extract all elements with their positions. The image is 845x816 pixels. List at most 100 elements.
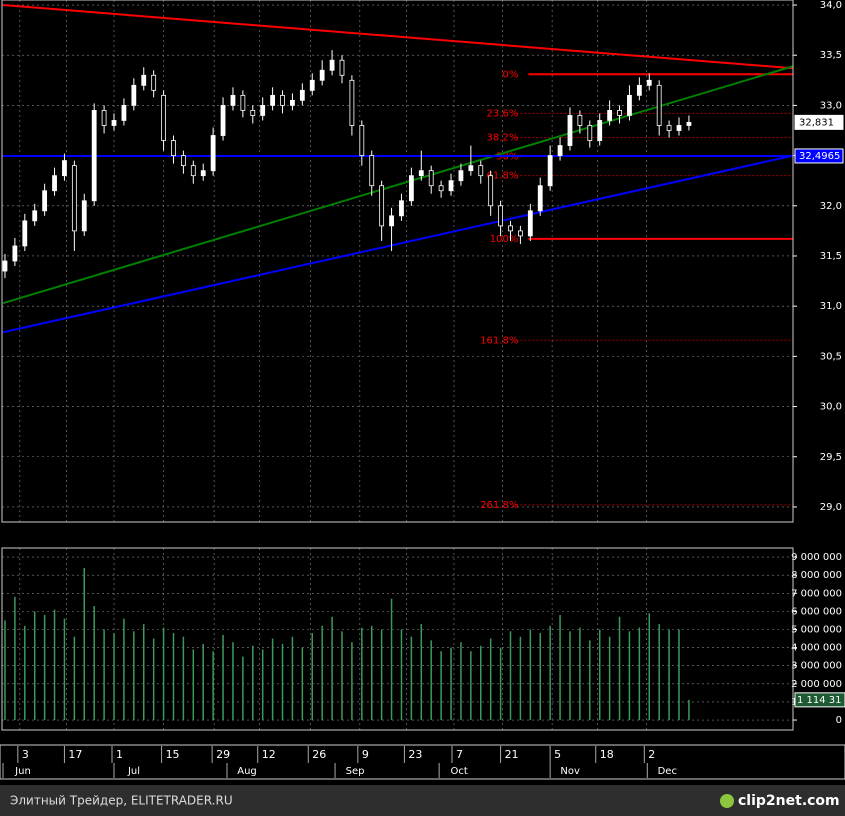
y-tick-label: 8 000 000 [791, 570, 842, 581]
candle-body [42, 190, 48, 212]
candle-body [131, 84, 137, 106]
volume-bar [212, 651, 214, 721]
candle-body [399, 200, 404, 217]
volume-bar [569, 631, 571, 721]
candle-body [180, 155, 186, 167]
candle-body [220, 105, 226, 136]
candle-body [547, 155, 553, 187]
price-marker [794, 114, 844, 130]
volume-bar [400, 629, 403, 721]
volume-bar [53, 609, 56, 721]
candle-body [468, 165, 474, 172]
volume-bar [341, 631, 343, 721]
volume-bar [470, 651, 472, 721]
candle-body [458, 170, 464, 182]
x-tick-label: 23 [408, 748, 422, 761]
volume-bar [420, 624, 423, 721]
candle-body [686, 121, 692, 126]
candle-body [537, 185, 543, 212]
y-tick-label: 34,0 [820, 0, 842, 11]
candle-body [577, 115, 583, 126]
volume-bar [4, 620, 6, 721]
candle-body [111, 120, 117, 126]
x-tick-label: 2 [648, 748, 655, 761]
volume-bar [380, 629, 383, 721]
fib-label: 61.8% [487, 171, 519, 182]
volume-bar [489, 638, 492, 721]
candle-body [299, 89, 305, 101]
candle-body [646, 79, 652, 86]
footer-bar [0, 785, 845, 816]
y-tick-label: 29,5 [820, 452, 842, 463]
volume-bar [648, 613, 651, 721]
candle-body [418, 170, 424, 177]
volume-bar [142, 624, 145, 721]
y-tick-label: 32,0 [820, 201, 842, 212]
candle-body [319, 69, 325, 81]
volume-bar [430, 640, 432, 721]
candle-body [280, 94, 285, 106]
candle-body [171, 140, 176, 156]
candle-body [518, 230, 523, 237]
candle-body [52, 175, 57, 192]
candle-body [359, 125, 365, 156]
candle-body [260, 105, 266, 116]
x-tick-label: 9 [362, 748, 369, 761]
trendline [2, 65, 794, 305]
candle-body [379, 185, 385, 227]
price-marker-label: 32,831 [799, 117, 834, 128]
volume-bar [509, 631, 512, 721]
y-tick-label: 6 000 000 [791, 606, 842, 617]
candle-body [527, 210, 533, 237]
y-tick-label: 4 000 000 [791, 643, 842, 654]
candle-body [656, 84, 662, 126]
logo-icon [720, 794, 734, 808]
volume-bar [480, 645, 482, 721]
volume-bar [519, 636, 522, 721]
candle-body [230, 94, 236, 106]
candle-body [389, 215, 394, 227]
volume-bar [43, 615, 46, 721]
volume-bar [113, 633, 115, 721]
x-tick-label: 3 [22, 748, 29, 761]
candle-body [101, 110, 107, 126]
y-tick-label: 5 000 000 [791, 624, 842, 635]
candle-body [121, 105, 127, 121]
y-tick-label: 31,0 [820, 301, 842, 312]
candle-body [12, 245, 18, 262]
panel-frame [1, 0, 794, 523]
volume-bar [321, 625, 323, 721]
candle-body [488, 175, 494, 207]
volume-bar [133, 631, 135, 721]
y-tick-label: 2 000 000 [791, 679, 842, 690]
month-label: Jun [14, 766, 31, 777]
x-tick-label: 1 [116, 748, 123, 761]
fib-label: 38.2% [487, 133, 519, 144]
volume-bar [618, 616, 621, 721]
y-tick-label: 30,0 [820, 402, 842, 413]
volume-bar [73, 636, 76, 721]
candle-body [151, 74, 157, 91]
volume-bar [331, 616, 333, 721]
candle-body [369, 155, 375, 187]
volume-bar [103, 629, 105, 721]
y-tick-label: 33,5 [820, 50, 842, 61]
volume-bar [608, 636, 611, 721]
trendline [2, 154, 794, 334]
fib-label: 0% [502, 69, 518, 80]
volume-bar [222, 634, 224, 721]
candle-body [141, 74, 147, 86]
volume-bar [688, 699, 690, 721]
candle-body [32, 210, 38, 222]
volume-bar [529, 629, 532, 721]
volume-bar [202, 643, 204, 721]
volume-bar [311, 633, 314, 721]
candle-body [587, 125, 593, 141]
volume-bar [152, 638, 155, 721]
volume-bar [93, 605, 95, 721]
candle-body [339, 59, 345, 76]
volume-bar [351, 642, 353, 721]
candle-body [91, 110, 97, 202]
volume-bar [549, 625, 551, 721]
